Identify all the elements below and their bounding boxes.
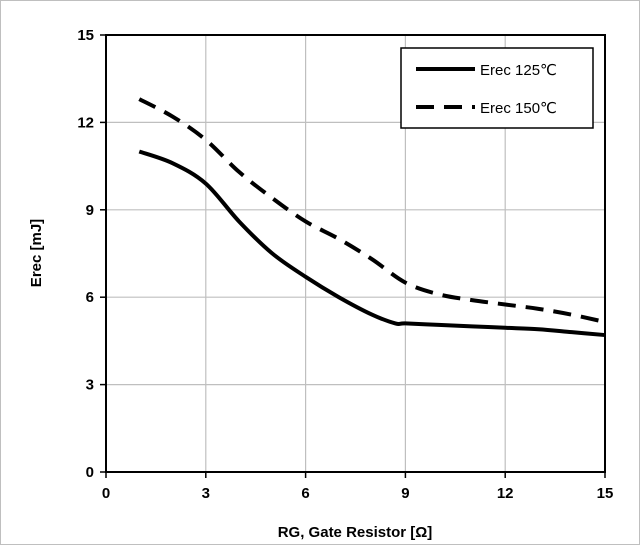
- x-axis-title: RG, Gate Resistor [Ω]: [278, 524, 433, 541]
- x-tick-label: 15: [597, 485, 614, 502]
- series-layer: [138, 97, 606, 338]
- x-tick-label: 3: [202, 485, 210, 502]
- x-tick-label: 12: [497, 485, 514, 502]
- plot-area-border: [105, 34, 606, 473]
- series-line-erec-150: [138, 97, 606, 324]
- series-line-erec-125: [138, 149, 606, 338]
- y-tick-label: 9: [86, 202, 94, 219]
- legend: Erec 125℃ Erec 150℃: [400, 47, 594, 129]
- x-tick-label: 6: [301, 485, 309, 502]
- y-tick-label: 0: [86, 464, 94, 481]
- legend-label: Erec 125℃: [480, 62, 557, 79]
- legend-box: [400, 47, 594, 129]
- axis-layer: 0 3 6 9 12 15 0 3 6 9 12 15: [77, 27, 613, 502]
- x-tick-label: 9: [401, 485, 409, 502]
- x-tick-label: 0: [102, 485, 110, 502]
- y-tick-label: 6: [86, 289, 94, 306]
- legend-label: Erec 150℃: [480, 100, 557, 117]
- y-tick-label: 3: [86, 377, 94, 394]
- y-tick-label: 15: [77, 27, 94, 44]
- y-tick-label: 12: [77, 114, 94, 131]
- y-axis-title: Erec [mJ]: [28, 219, 45, 287]
